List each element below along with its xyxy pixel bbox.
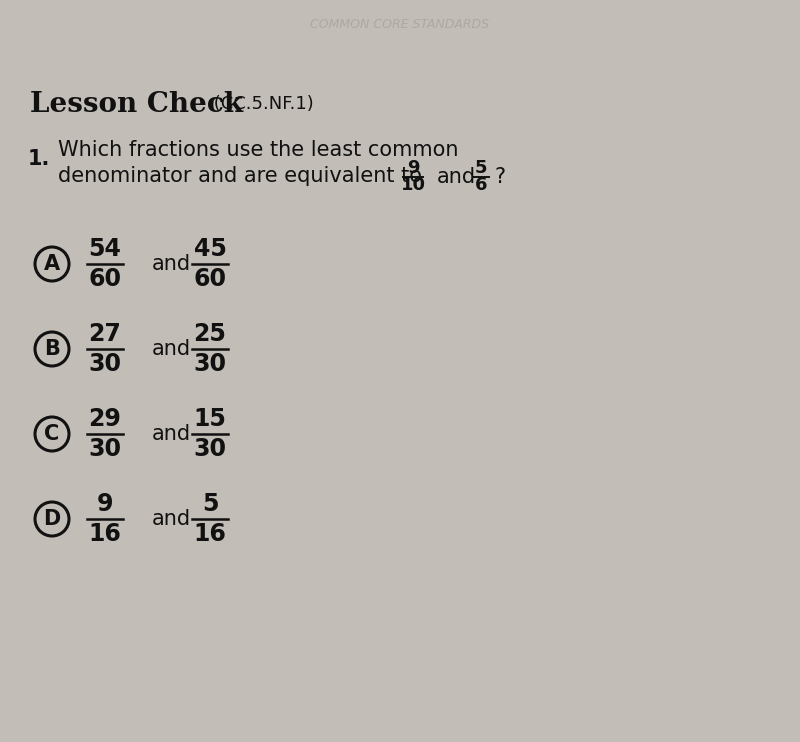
Text: ?: ? — [495, 167, 506, 187]
Text: 45: 45 — [194, 237, 226, 261]
Text: 30: 30 — [194, 352, 226, 376]
Text: and: and — [437, 167, 476, 187]
Text: Which fractions use the least common: Which fractions use the least common — [58, 140, 458, 160]
Text: and: and — [152, 254, 191, 274]
Text: 5: 5 — [202, 492, 218, 516]
Text: 15: 15 — [194, 407, 226, 431]
Text: 30: 30 — [194, 437, 226, 461]
Text: 29: 29 — [89, 407, 122, 431]
Text: Lesson Check: Lesson Check — [30, 91, 243, 117]
Text: B: B — [44, 339, 60, 359]
Text: D: D — [43, 509, 61, 529]
Text: 9: 9 — [406, 159, 419, 177]
Text: and: and — [152, 509, 191, 529]
Text: A: A — [44, 254, 60, 274]
Text: and: and — [152, 339, 191, 359]
Text: (CC.5.NF.1): (CC.5.NF.1) — [208, 95, 314, 113]
Text: 30: 30 — [89, 352, 122, 376]
Text: 6: 6 — [474, 176, 487, 194]
Text: 16: 16 — [89, 522, 122, 546]
Text: denominator and are equivalent to: denominator and are equivalent to — [58, 166, 422, 186]
Text: 25: 25 — [194, 322, 226, 346]
Text: 27: 27 — [89, 322, 122, 346]
Text: COMMON CORE STANDARDS: COMMON CORE STANDARDS — [310, 18, 490, 30]
Text: and: and — [152, 424, 191, 444]
Text: 9: 9 — [97, 492, 114, 516]
Text: 16: 16 — [194, 522, 226, 546]
Text: 1.: 1. — [28, 149, 50, 169]
Text: 10: 10 — [401, 176, 426, 194]
Text: 54: 54 — [89, 237, 122, 261]
Text: 60: 60 — [194, 267, 226, 291]
Text: 60: 60 — [89, 267, 122, 291]
Text: C: C — [44, 424, 60, 444]
Text: 5: 5 — [474, 159, 487, 177]
Text: 30: 30 — [89, 437, 122, 461]
